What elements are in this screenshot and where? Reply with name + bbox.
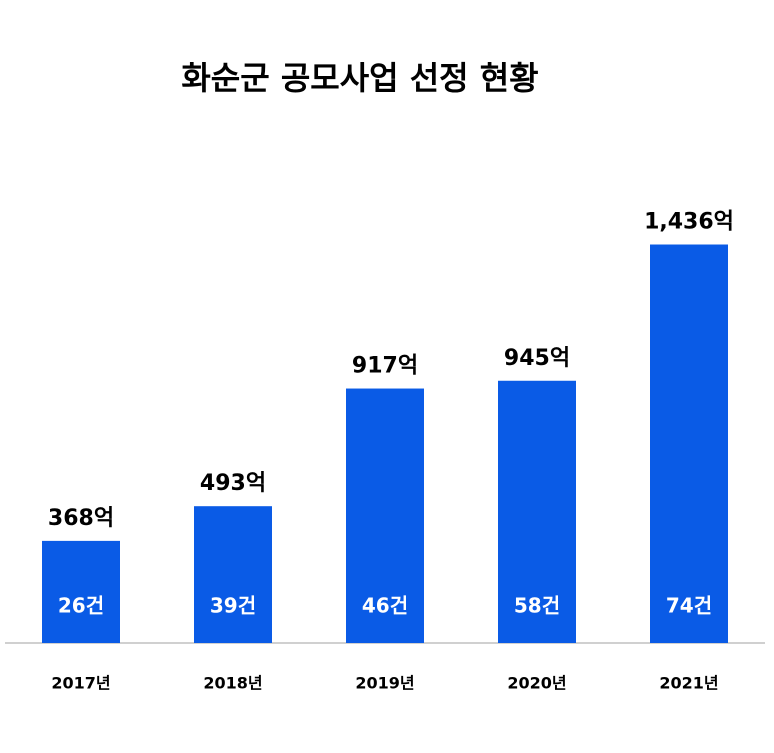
x-tick-label: 2018년 xyxy=(203,674,262,693)
value-label: 917억 xyxy=(352,354,418,379)
x-tick-label: 2017년 xyxy=(51,674,110,693)
x-tick-label: 2021년 xyxy=(659,674,718,693)
value-label: 1,436억 xyxy=(644,210,734,235)
bar xyxy=(650,244,728,643)
count-label: 58건 xyxy=(514,594,560,618)
value-label: 368억 xyxy=(48,506,114,531)
bar xyxy=(498,380,576,643)
count-label: 39건 xyxy=(210,594,256,618)
bar xyxy=(346,388,424,643)
count-label: 74건 xyxy=(666,594,712,618)
x-tick-label: 2020년 xyxy=(507,674,566,693)
value-label: 945억 xyxy=(504,346,570,371)
count-label: 26건 xyxy=(58,594,104,618)
count-label: 46건 xyxy=(362,594,408,618)
value-label: 493억 xyxy=(200,471,266,496)
chart-title: 화순군 공모사업 선정 현황 xyxy=(181,59,538,97)
bar xyxy=(42,540,120,643)
x-tick-label: 2019년 xyxy=(355,674,414,693)
bar xyxy=(194,506,272,643)
